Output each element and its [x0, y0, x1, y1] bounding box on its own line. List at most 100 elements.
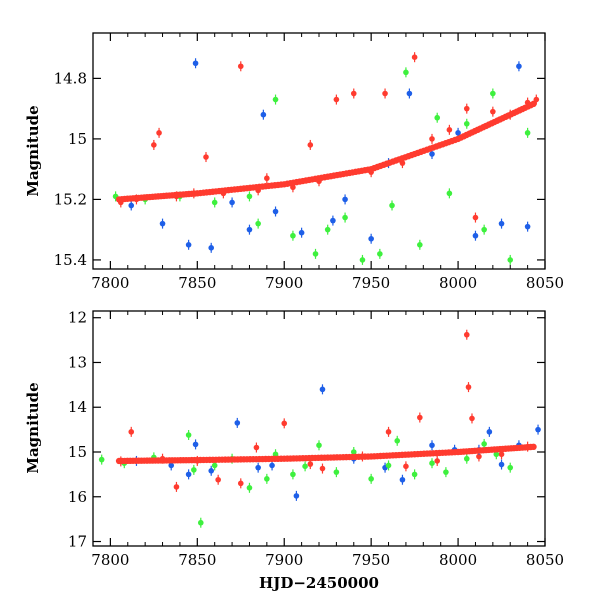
series-2-point	[272, 208, 279, 215]
bottom-panel: 7800 7850 7900 7950 8000 8050 12 13 14 15 16 17 Mag…	[24, 309, 564, 592]
series-1-point	[417, 414, 423, 421]
series-1-point	[465, 384, 472, 390]
series-2-point	[192, 441, 199, 448]
series-3-point	[429, 460, 435, 466]
top-y-axis-label: Magnitude	[24, 105, 42, 196]
series-3-point	[463, 455, 470, 462]
series-2-point	[486, 429, 493, 435]
x-tick-label: 7850	[178, 551, 216, 569]
series-2-point	[330, 217, 336, 224]
series-2-point	[269, 462, 275, 469]
series-3-point	[255, 220, 261, 227]
bottom-panel-frame	[92, 310, 546, 547]
series-2-point	[472, 232, 479, 239]
x-tick-label: 7900	[265, 274, 303, 292]
series-3-point	[490, 90, 496, 97]
x-tick-label: 8050	[526, 551, 564, 569]
series-1-point	[533, 96, 540, 103]
series-1-point	[382, 90, 388, 97]
series-1-point	[350, 90, 357, 97]
series-2-point	[342, 196, 348, 203]
series-2-point	[524, 223, 531, 230]
x-tick-label: 8000	[439, 551, 477, 569]
series-2-point	[455, 130, 461, 136]
series-3-point	[385, 462, 392, 469]
series-3-point	[359, 257, 366, 263]
y-tick-label: 14.8	[54, 69, 87, 87]
series-1-point	[215, 476, 221, 483]
series-2-point	[516, 63, 522, 70]
series-2-point	[208, 468, 215, 474]
y-tick-label: 15	[68, 443, 87, 461]
series-1-point	[498, 451, 505, 458]
trend-point	[530, 100, 537, 108]
series-3-point	[481, 441, 487, 447]
series-1-point	[203, 154, 209, 160]
series-3-point	[98, 456, 105, 463]
series-1-point	[434, 458, 441, 464]
series-1-point	[253, 444, 260, 451]
series-1-point	[385, 429, 392, 435]
series-3-point	[507, 257, 514, 263]
series-3-point	[312, 251, 319, 257]
series-3-point	[316, 442, 322, 449]
top-panel: 7800 7850 7900 7950 8000 8050 14.8 15 15.2 15.4 M…	[24, 32, 564, 292]
series-2-point	[298, 229, 305, 236]
x-tick-label: 7950	[352, 551, 390, 569]
series-3-point	[264, 476, 270, 482]
series-1-point	[463, 105, 470, 112]
series-1-point	[463, 331, 470, 338]
series-3-point	[324, 226, 331, 233]
series-3-point	[333, 469, 340, 475]
series-1-point	[237, 63, 244, 70]
x-tick-label: 7850	[178, 274, 216, 292]
series-1-point	[264, 175, 270, 182]
series-3-point	[191, 467, 197, 473]
series-2-point	[128, 202, 135, 209]
series-1-point	[128, 429, 135, 435]
series-3-point	[507, 464, 514, 471]
series-1-point	[319, 465, 326, 472]
series-2-point	[368, 235, 374, 242]
series-1-point	[307, 142, 314, 148]
series-2-point	[159, 220, 166, 227]
y-tick-label: 15.2	[54, 190, 87, 208]
series-3-point	[272, 96, 279, 103]
x-tick-label: 7800	[91, 551, 129, 569]
series-2-point	[498, 220, 505, 227]
series-2-point	[185, 471, 192, 478]
y-tick-label: 15	[68, 130, 87, 148]
series-3-point	[481, 226, 487, 233]
series-1-point	[429, 136, 435, 142]
series-1-point	[333, 96, 340, 103]
x-tick-label: 8000	[439, 274, 477, 292]
series-3-point	[434, 114, 441, 121]
series-2-point	[406, 90, 413, 97]
series-1-point	[446, 127, 453, 133]
series-3-point	[417, 241, 423, 248]
series-3-point	[377, 251, 383, 257]
y-tick-label: 17	[68, 533, 87, 551]
series-2-point	[319, 386, 326, 393]
series-2-point	[229, 199, 235, 206]
series-1-point	[490, 108, 496, 115]
y-tick-label: 14	[68, 398, 87, 416]
x-tick-label: 7950	[352, 274, 390, 292]
y-tick-label: 15.4	[54, 251, 87, 269]
series-3-point	[350, 449, 357, 455]
series-3-point	[211, 462, 218, 469]
series-1-point	[472, 214, 479, 221]
series-2-point	[192, 60, 199, 67]
series-1-point	[237, 480, 244, 487]
series-3-point	[524, 130, 531, 136]
series-3-point	[272, 451, 279, 458]
series-3-point	[389, 202, 395, 209]
series-3-point	[246, 193, 253, 200]
series-1-point	[411, 54, 418, 61]
series-3-point	[394, 438, 401, 444]
trend-point	[530, 443, 537, 451]
series-2-point	[535, 426, 541, 433]
series-2-point	[429, 151, 435, 157]
series-2-point	[293, 493, 300, 499]
